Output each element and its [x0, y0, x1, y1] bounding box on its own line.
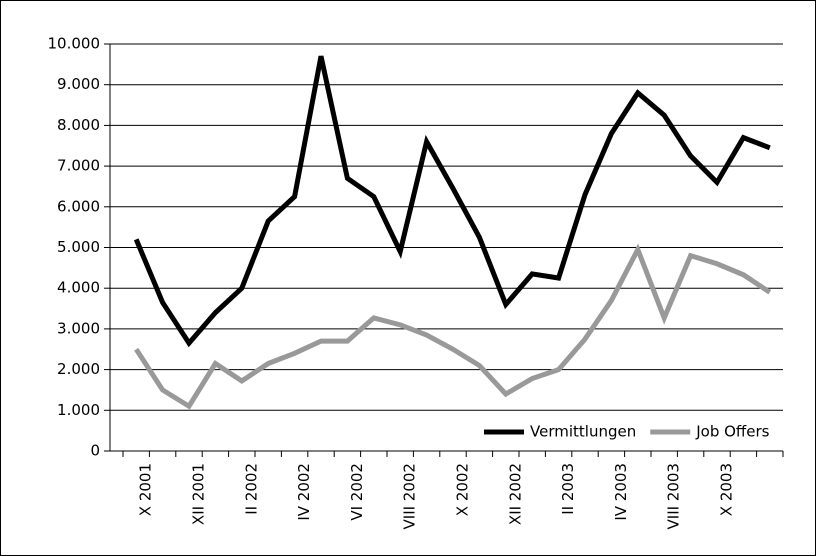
x-tick-label: X 2001 — [137, 463, 155, 516]
line-series — [134, 243, 772, 410]
y-tick-label: 0 — [90, 442, 100, 460]
x-tick-label: IV 2002 — [295, 463, 313, 521]
x-tick-label: II 2003 — [559, 463, 577, 515]
y-tick-label: 1.000 — [57, 401, 100, 419]
y-tick-label: 8.000 — [57, 116, 100, 134]
y-tick-label: 7.000 — [57, 157, 100, 175]
x-tick-label: IV 2003 — [612, 463, 630, 521]
x-tick-label: II 2002 — [242, 463, 260, 515]
x-tick-label: VIII 2002 — [401, 463, 419, 529]
x-tick-label: VI 2002 — [348, 463, 366, 521]
line-series — [133, 55, 771, 348]
x-tick-label: X 2002 — [454, 463, 472, 516]
y-tick-label: 2.000 — [57, 360, 100, 378]
legend-label: Vermittlungen — [530, 423, 636, 441]
legend-label: Job Offers — [695, 423, 769, 441]
x-tick-label: XII 2002 — [506, 463, 524, 525]
x-tick-label: VIII 2003 — [665, 463, 683, 529]
y-tick-label: 6.000 — [57, 197, 100, 215]
y-tick-label: 3.000 — [57, 319, 100, 337]
y-tick-label: 5.000 — [57, 238, 100, 256]
y-tick-label: 4.000 — [57, 279, 100, 297]
y-tick-label: 9.000 — [57, 75, 100, 93]
x-tick-label: XII 2001 — [190, 463, 208, 525]
y-tick-label: 10.000 — [48, 35, 101, 53]
x-tick-label: X 2003 — [718, 463, 736, 516]
